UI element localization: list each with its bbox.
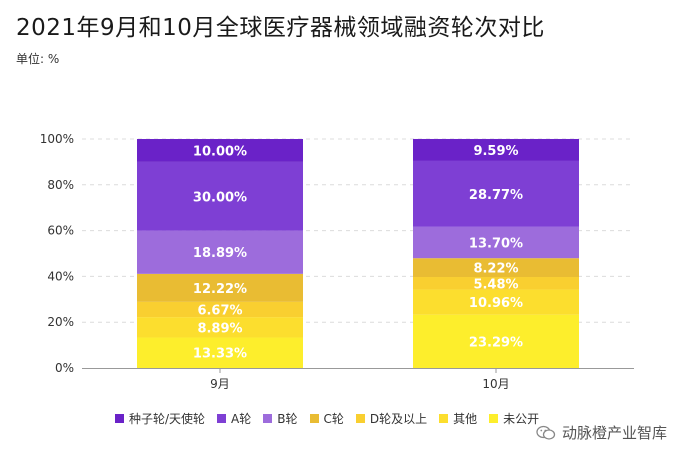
bar-segment: [413, 160, 579, 227]
chart-legend: 种子轮/天使轮 A轮 B轮 C轮 D轮及以上 其他 未公开: [115, 410, 539, 427]
watermark: 动脉橙产业智库: [536, 422, 667, 443]
bar-segment: [137, 161, 303, 231]
data-label: 10.00%: [193, 144, 247, 159]
y-tick-label: 0%: [55, 361, 74, 375]
data-label: 13.33%: [193, 347, 247, 362]
y-tick-label: 40%: [47, 269, 74, 283]
legend-label: B轮: [277, 412, 298, 426]
legend-swatch: [489, 414, 499, 423]
y-tick-label: 60%: [47, 224, 74, 238]
legend-label: 其他: [453, 412, 478, 426]
legend-label: 未公开: [503, 412, 540, 426]
data-label: 9.59%: [473, 144, 518, 159]
data-label: 5.48%: [473, 277, 518, 292]
legend-label: 种子轮/天使轮: [129, 412, 206, 426]
bar-segment: [137, 230, 303, 274]
legend-item: A轮: [217, 410, 251, 427]
legend-item: D轮及以上: [355, 410, 428, 427]
data-label: 12.22%: [193, 282, 247, 297]
bar-segment: [137, 273, 303, 302]
unit-label: 单位: %: [16, 52, 60, 66]
wechat-icon: [536, 425, 556, 440]
x-tick-label: 9月: [210, 377, 230, 391]
legend-swatch: [355, 414, 365, 423]
y-tick-label: 80%: [47, 178, 74, 192]
legend-swatch: [217, 414, 227, 423]
legend-item: 种子轮/天使轮: [115, 410, 205, 427]
bar-segment: [413, 226, 579, 259]
data-label: 6.67%: [197, 303, 242, 318]
legend-label: A轮: [231, 412, 252, 426]
bar-segment: [413, 138, 579, 161]
data-label: 23.29%: [469, 335, 523, 350]
bar-segment: [137, 139, 303, 162]
bar-segment: [413, 314, 579, 368]
data-label: 13.70%: [469, 237, 523, 252]
y-tick-label: 20%: [47, 315, 74, 329]
legend-item: C轮: [309, 410, 344, 427]
x-tick-label: 10月: [482, 377, 509, 391]
legend-swatch: [115, 414, 124, 423]
data-label: 18.89%: [193, 246, 247, 261]
data-label: 30.00%: [193, 190, 247, 205]
data-label: 8.89%: [197, 321, 242, 336]
legend-item: 其他: [439, 410, 477, 427]
data-label: 10.96%: [469, 296, 523, 311]
data-label: 28.77%: [469, 188, 523, 203]
bar-segment: [413, 258, 579, 278]
bar-segment: [413, 289, 579, 315]
legend-item: B轮: [263, 410, 298, 427]
legend-swatch: [439, 414, 449, 423]
bar-segment: [137, 337, 303, 368]
watermark-text: 动脉橙产业智库: [561, 424, 667, 442]
data-label: 8.22%: [473, 262, 518, 277]
legend-label: D轮及以上: [369, 412, 428, 426]
legend-swatch: [309, 414, 319, 423]
bar-segment: [137, 317, 303, 338]
bar-segment: [413, 277, 579, 290]
legend-item: 未公开: [489, 410, 539, 427]
chart-title: 2021年9月和10月全球医疗器械领域融资轮次对比: [16, 15, 545, 41]
legend-label: C轮: [323, 412, 344, 426]
y-tick-label: 100%: [40, 132, 74, 146]
bar-segment: [137, 301, 303, 318]
legend-swatch: [263, 414, 273, 423]
